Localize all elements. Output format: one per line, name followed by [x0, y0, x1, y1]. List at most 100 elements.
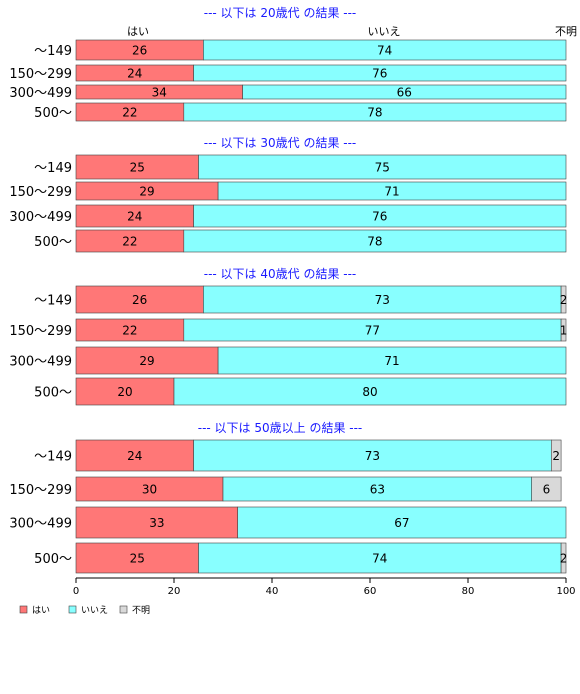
category-label: 150〜299: [9, 67, 72, 82]
x-tick-label: 80: [462, 586, 475, 597]
bar-segment-no: [173, 377, 567, 406]
data-label: 2: [560, 552, 568, 566]
bar-segment-yes: [75, 476, 224, 502]
category-label: 300〜499: [9, 86, 72, 101]
legend-item-no: いいえ: [68, 605, 108, 616]
category-label: 500〜: [34, 386, 72, 401]
data-label: 76: [372, 210, 387, 224]
panel-4: --- 以下は 50歳以上 の結果 --- 〜149 24 73 2 150〜299 30 6…: [9, 421, 568, 574]
data-label: 22: [122, 235, 137, 249]
category-label: 〜149: [34, 161, 72, 176]
bar-row: 500〜 20 80: [34, 377, 567, 406]
data-label: 71: [384, 185, 399, 199]
data-label: 76: [372, 67, 387, 81]
data-label: 66: [397, 86, 412, 100]
bar-segment-no: [193, 204, 567, 228]
data-label: 77: [365, 324, 380, 338]
data-label: 78: [367, 106, 382, 120]
legend-item-yes: はい: [19, 605, 50, 616]
column-header-yes: はい: [127, 25, 149, 38]
data-label: 80: [362, 385, 377, 399]
data-label: 20: [117, 385, 132, 399]
data-label: 33: [149, 516, 164, 530]
bar-row: 〜149 26 74: [34, 39, 567, 61]
category-label: 300〜499: [9, 517, 72, 532]
data-label: 34: [152, 86, 167, 100]
bar-segment-no: [203, 39, 567, 61]
bar-segment-yes: [75, 377, 175, 406]
category-label: 〜149: [34, 294, 72, 309]
bar-segment-no: [237, 506, 567, 539]
bar-segment-yes: [75, 439, 194, 472]
legend-label: 不明: [132, 605, 150, 616]
data-label: 25: [130, 161, 145, 175]
bar-segment-yes: [75, 154, 199, 180]
bar-segment-no: [198, 542, 562, 574]
bar-row: 500〜 22 78: [34, 102, 567, 122]
bar-row: 150〜299 24 76: [9, 64, 567, 82]
legend: はい いいえ 不明: [19, 605, 150, 616]
data-label: 63: [370, 483, 385, 497]
bar-segment-no: [183, 229, 567, 253]
category-label: 500〜: [34, 552, 72, 567]
bar-row: 300〜499 33 67: [9, 506, 567, 539]
bar-row: 300〜499 34 66: [9, 84, 567, 101]
legend-label: いいえ: [81, 605, 108, 616]
bar-segment-yes: [75, 346, 219, 375]
category-label: 150〜299: [9, 324, 72, 339]
bar-segment-yes: [75, 506, 238, 539]
panel-title: --- 以下は 50歳以上 の結果 ---: [198, 421, 363, 435]
x-axis: 0 20 40 60 80 100: [73, 577, 576, 597]
data-label: 26: [132, 44, 147, 58]
data-label: 75: [375, 161, 390, 175]
data-label: 73: [375, 293, 390, 307]
bar-segment-no: [193, 64, 567, 82]
panel-title: --- 以下は 20歳代 の結果 ---: [204, 6, 357, 20]
panel-title: --- 以下は 40歳代 の結果 ---: [204, 267, 357, 281]
bar-segment-yes: [75, 285, 204, 314]
bar-segment-no: [198, 154, 567, 180]
x-tick-label: 60: [364, 586, 377, 597]
panel-1: --- 以下は 20歳代 の結果 --- 〜149 26 74 150〜299 24 76 3…: [9, 6, 567, 122]
x-tick-label: 100: [556, 586, 575, 597]
category-label: 500〜: [34, 106, 72, 121]
data-label: 6: [543, 483, 551, 497]
bar-row: 500〜 25 74 2: [34, 542, 568, 574]
panel-2: --- 以下は 30歳代 の結果 --- 〜149 25 75 150〜299 29 71 3…: [9, 136, 567, 253]
data-label: 73: [365, 449, 380, 463]
data-label: 26: [132, 293, 147, 307]
legend-label: はい: [32, 605, 50, 616]
bar-segment-unknown: [560, 285, 567, 314]
data-label: 25: [130, 552, 145, 566]
bar-row: 300〜499 24 76: [9, 204, 567, 228]
data-label: 74: [377, 44, 392, 58]
bar-segment-no: [222, 476, 533, 502]
bar-row: 500〜 22 78: [34, 229, 567, 253]
category-label: 300〜499: [9, 355, 72, 370]
data-label: 1: [560, 324, 568, 338]
panel-title: --- 以下は 30歳代 の結果 ---: [204, 136, 357, 150]
data-label: 24: [127, 449, 142, 463]
data-label: 22: [122, 106, 137, 120]
category-label: 500〜: [34, 235, 72, 250]
data-label: 29: [139, 354, 154, 368]
bar-row: 〜149 26 73 2: [34, 285, 567, 314]
data-label: 2: [552, 449, 560, 463]
data-label: 71: [384, 354, 399, 368]
category-label: 300〜499: [9, 210, 72, 225]
data-label: 67: [394, 516, 409, 530]
bar-segment-no: [217, 181, 567, 201]
bar-row: 150〜299 30 63 6: [9, 476, 562, 502]
x-tick-label: 20: [168, 586, 181, 597]
data-label: 74: [372, 552, 387, 566]
category-label: 150〜299: [9, 483, 72, 498]
column-headers: はい いいえ 不明: [127, 25, 577, 38]
legend-swatch: [19, 605, 28, 614]
bar-segment-no: [242, 84, 567, 100]
bar-segment-yes: [75, 542, 199, 574]
bar-segment-unknown: [531, 476, 562, 502]
bar-segment-no: [183, 102, 567, 122]
column-header-no: いいえ: [368, 25, 401, 38]
